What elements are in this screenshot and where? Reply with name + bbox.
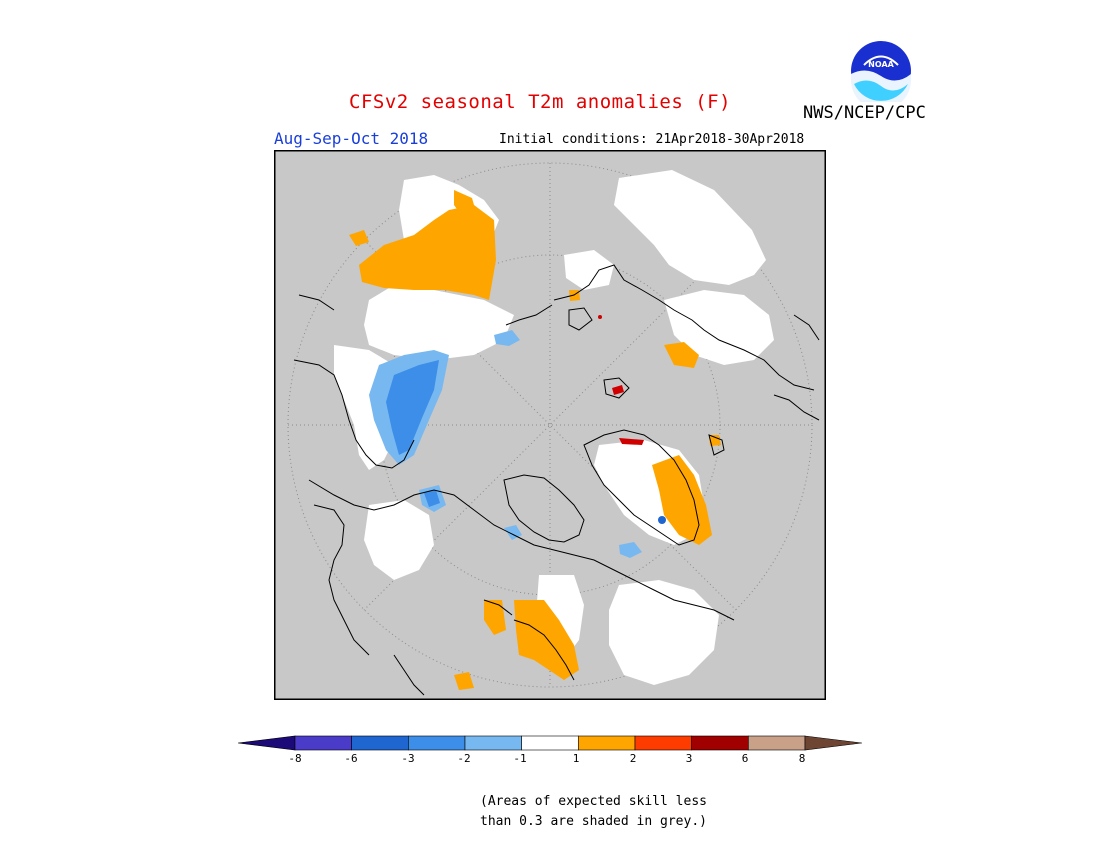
polar-anomaly-map bbox=[274, 150, 826, 700]
colorbar-label: 6 bbox=[741, 752, 749, 765]
cool-anomaly-core bbox=[386, 360, 440, 507]
skill-note-line: than 0.3 are shaded in grey.) bbox=[480, 814, 707, 829]
colorbar-label: -2 bbox=[457, 752, 471, 765]
colorbar-swatch bbox=[634, 735, 692, 751]
hot-anomaly-spots bbox=[598, 315, 644, 445]
season-label: Aug-Sep-Oct 2018 bbox=[274, 129, 429, 148]
colorbar-label: 2 bbox=[629, 752, 637, 765]
noaa-logo-text: NOAA bbox=[868, 60, 894, 69]
colorbar-label: -6 bbox=[344, 752, 358, 765]
colorbar-swatch bbox=[408, 735, 466, 751]
skill-note-line: (Areas of expected skill less bbox=[480, 794, 707, 809]
colorbar-swatch bbox=[578, 735, 636, 751]
colorbar-label: -1 bbox=[513, 752, 527, 765]
colorbar-swatch bbox=[464, 735, 522, 751]
organization-label: NWS/NCEP/CPC bbox=[803, 103, 926, 123]
colorbar-swatch bbox=[691, 735, 749, 751]
colorbar-arrow-low bbox=[238, 735, 296, 751]
colorbar-label: -3 bbox=[401, 752, 415, 765]
colorbar-label: -8 bbox=[288, 752, 302, 765]
colorbar-label: 8 bbox=[798, 752, 806, 765]
colorbar-swatch bbox=[748, 735, 806, 751]
initial-conditions-label: Initial conditions: 21Apr2018-30Apr2018 bbox=[499, 132, 805, 147]
colorbar bbox=[238, 735, 862, 751]
colorbar-swatch bbox=[351, 735, 409, 751]
colorbar-label: 3 bbox=[685, 752, 693, 765]
skill-note: (Areas of expected skill less than 0.3 a… bbox=[480, 792, 707, 832]
map-title: CFSv2 seasonal T2m anomalies (F) bbox=[349, 91, 732, 113]
colorbar-swatch bbox=[521, 735, 579, 751]
coastlines bbox=[293, 264, 820, 696]
colorbar-swatch bbox=[294, 735, 352, 751]
colorbar-arrow-high bbox=[804, 735, 862, 751]
noaa-logo: NOAA bbox=[851, 41, 911, 102]
colorbar-labels: -8 -6 -3 -2 -1 1 2 3 6 8 bbox=[238, 752, 862, 768]
colorbar-label: 1 bbox=[572, 752, 580, 765]
